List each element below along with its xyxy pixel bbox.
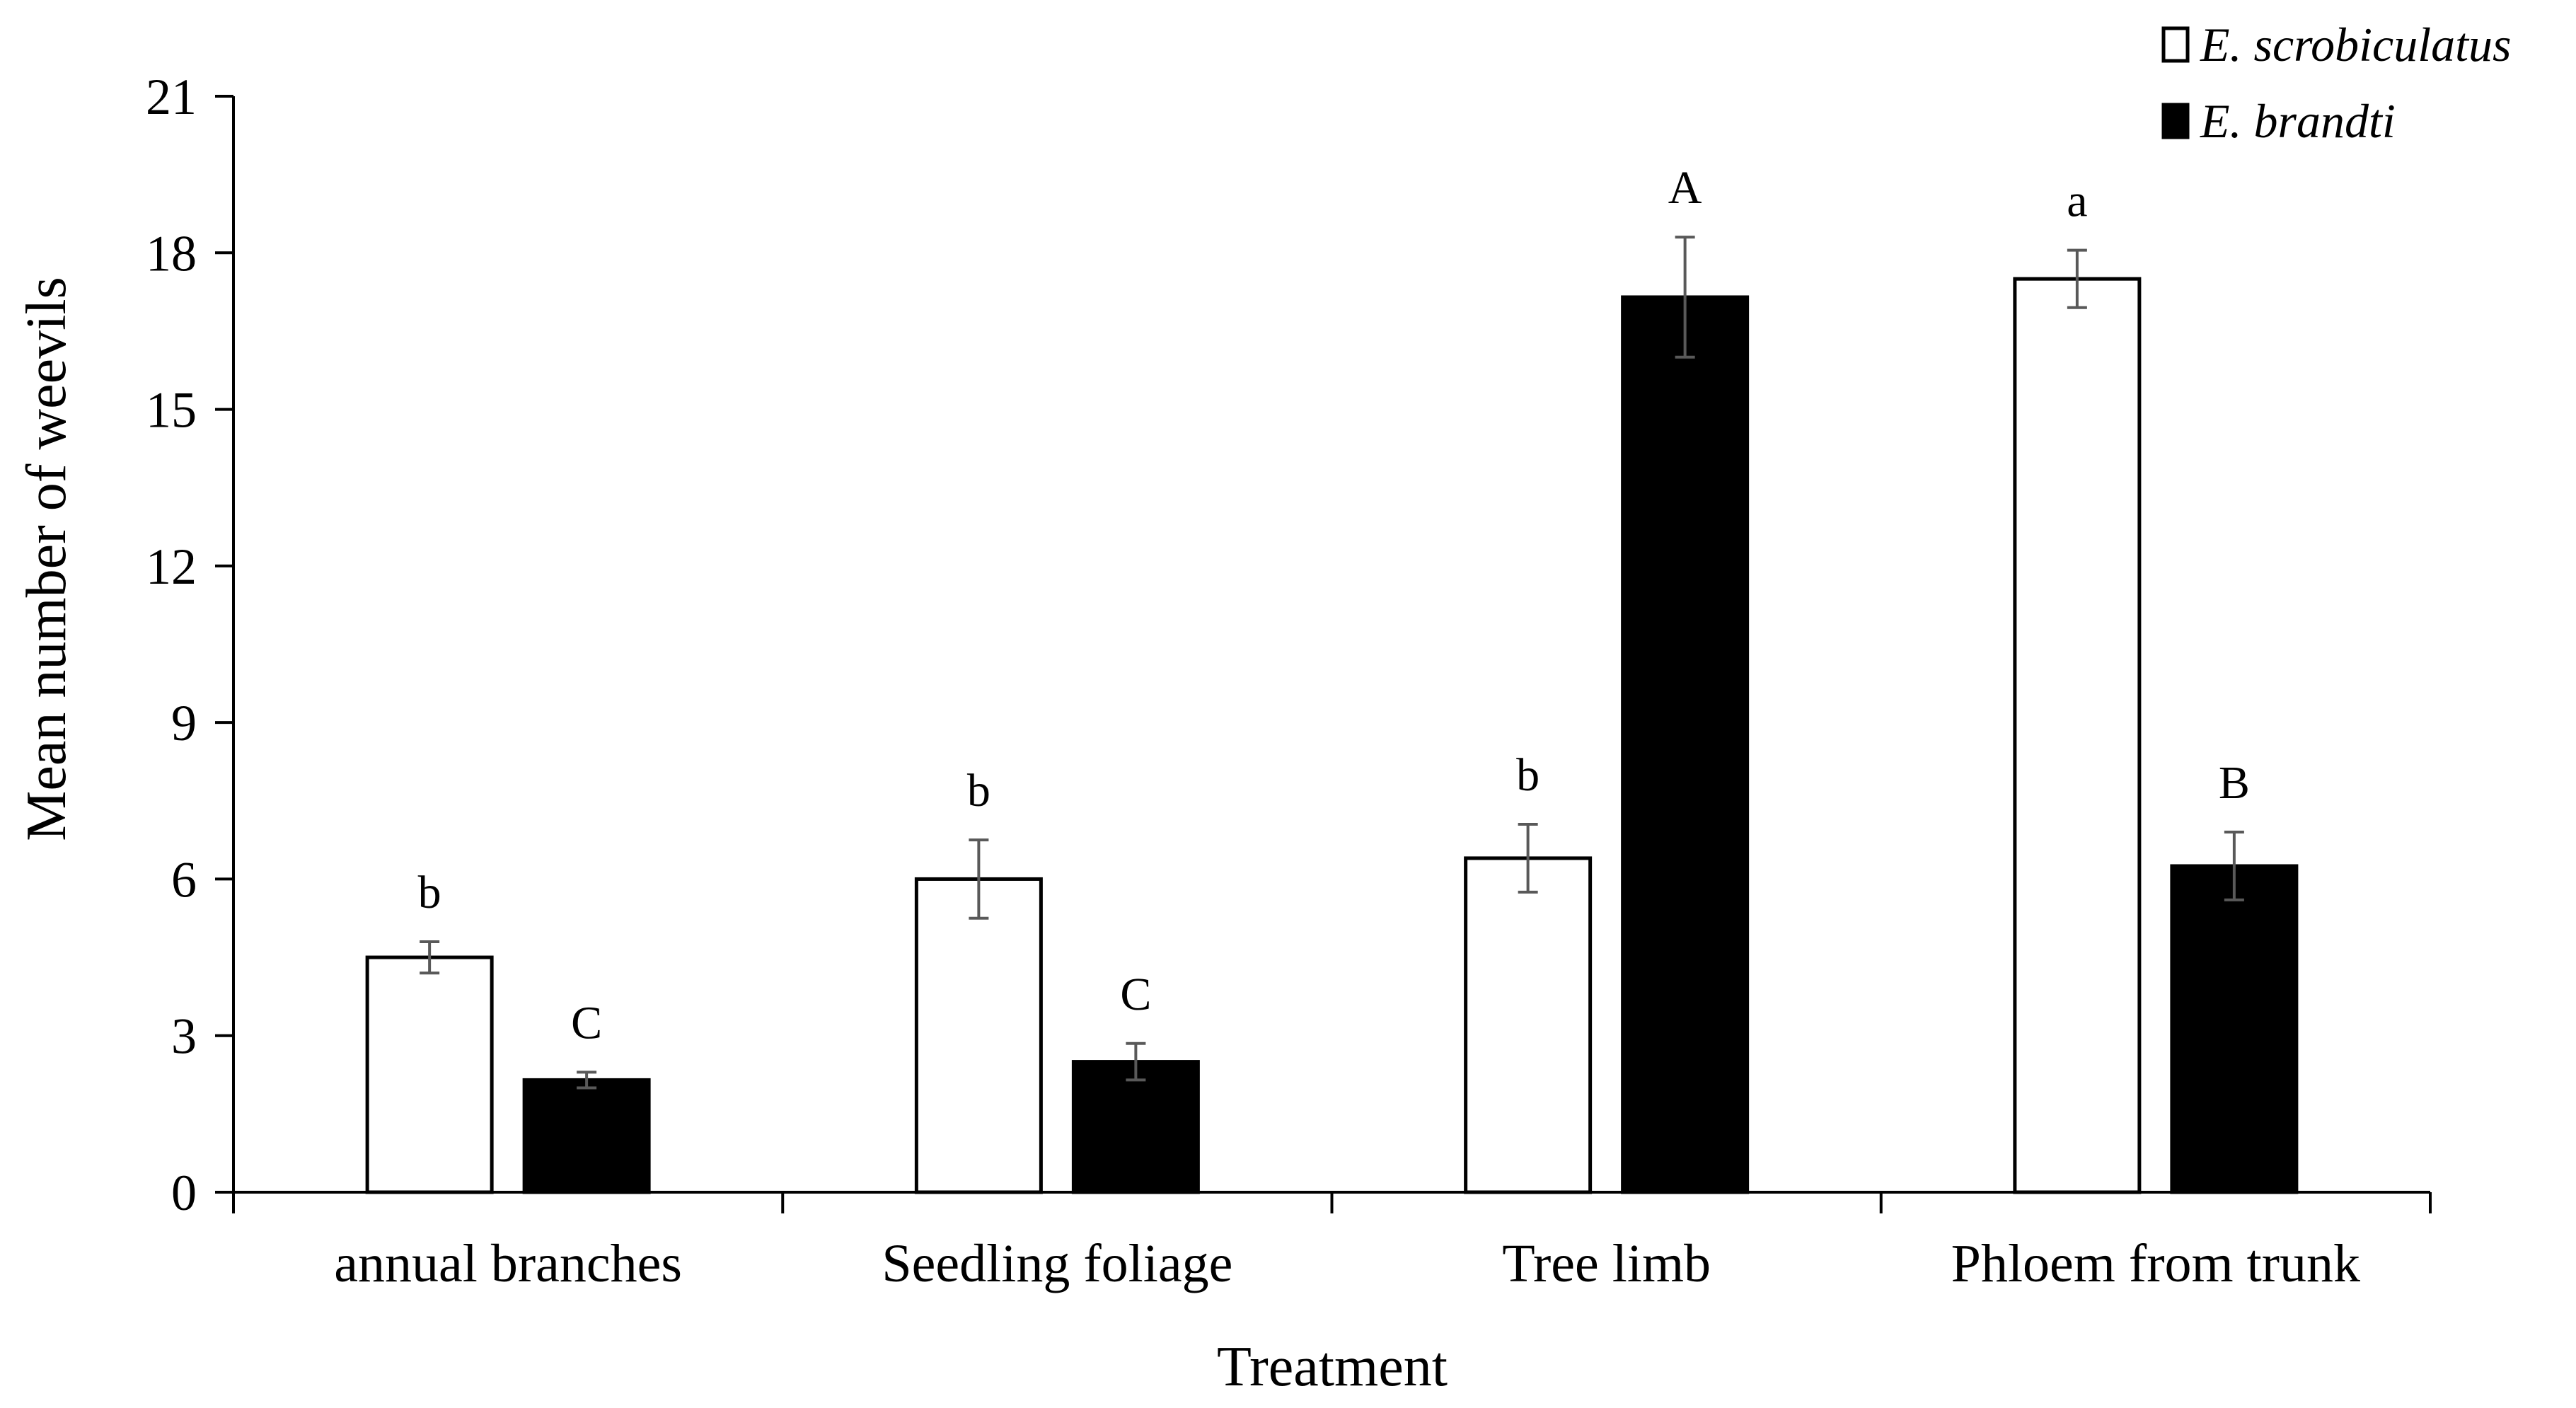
x-tick-label-seedling-foliage: Seedling foliage <box>882 1234 1232 1293</box>
y-tick-label-3: 3 <box>171 1008 197 1065</box>
y-tick-label-15: 15 <box>146 382 197 439</box>
bar-e-brandti-phloem-from-trunk <box>2170 864 2299 1194</box>
significance-label-e-brandti-phloem-from-trunk: B <box>2219 757 2250 809</box>
legend-swatch-e-scrobiculatus <box>2161 26 2190 63</box>
significance-label-e-brandti-tree-limb: A <box>1668 162 1702 214</box>
legend-swatch-e-brandti <box>2161 103 2190 139</box>
significance-label-e-brandti-annual-branches: C <box>571 997 602 1049</box>
plot-area: 0 3 6 9 12 15 18 21 annual branches b C Seedling fo… <box>146 69 2432 1293</box>
bar-e-scrobiculatus-seedling-foliage <box>914 877 1043 1194</box>
x-tick-label-annual-branches: annual branches <box>334 1234 682 1293</box>
y-tick-label-18: 18 <box>146 225 197 282</box>
legend-label-e-brandti: E. brandti <box>2200 94 2396 148</box>
y-tick-label-21: 21 <box>146 69 197 125</box>
x-axis-title: Treatment <box>1217 1336 1448 1398</box>
significance-label-e-scrobiculatus-annual-branches: b <box>418 867 441 918</box>
significance-label-e-scrobiculatus-seedling-foliage: b <box>967 765 990 816</box>
y-axis-title: Mean number of weevils <box>16 277 78 841</box>
significance-label-e-brandti-seedling-foliage: C <box>1120 969 1151 1020</box>
bar-e-brandti-annual-branches <box>522 1078 651 1194</box>
bar-e-scrobiculatus-annual-branches <box>365 955 494 1194</box>
x-tick-label-tree-limb: Tree limb <box>1502 1234 1711 1293</box>
bar-e-brandti-seedling-foliage <box>1071 1060 1200 1194</box>
bar-e-scrobiculatus-tree-limb <box>1464 856 1593 1194</box>
legend-label-e-scrobiculatus: E. scrobiculatus <box>2200 18 2511 71</box>
legend: E. scrobiculatus E. brandti <box>2161 18 2511 148</box>
y-tick-label-6: 6 <box>171 851 197 908</box>
y-tick-label-12: 12 <box>146 538 197 595</box>
y-tick-label-0: 0 <box>171 1165 197 1221</box>
significance-label-e-scrobiculatus-phloem-from-trunk: a <box>2067 175 2087 227</box>
bar-e-scrobiculatus-phloem-from-trunk <box>2013 277 2142 1194</box>
y-tick-label-9: 9 <box>171 695 197 751</box>
significance-label-e-scrobiculatus-tree-limb: b <box>1516 749 1540 801</box>
bar-e-brandti-tree-limb <box>1621 295 1750 1194</box>
x-tick-label-phloem-from-trunk: Phloem from trunk <box>1951 1234 2360 1293</box>
